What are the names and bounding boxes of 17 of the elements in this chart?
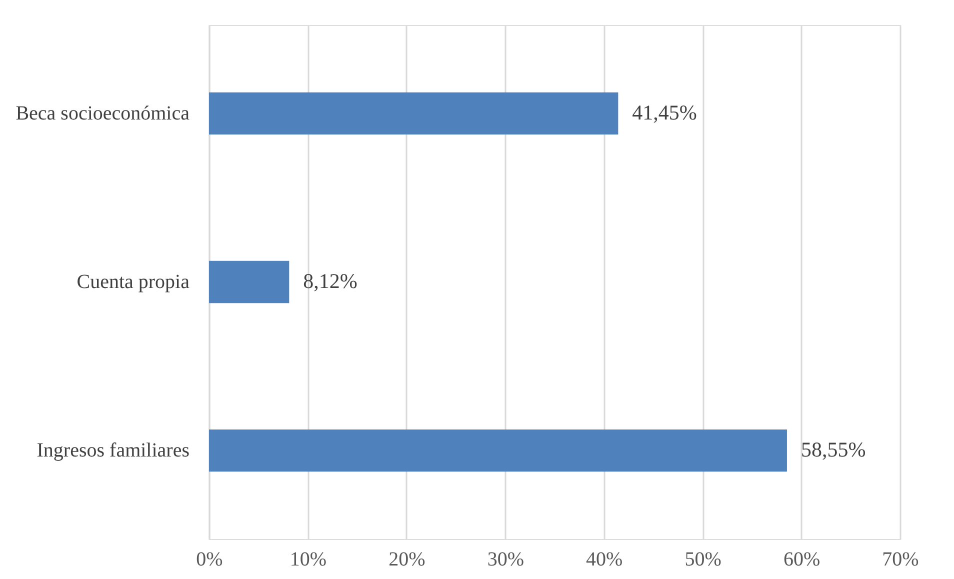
x-tick-label: 50%	[684, 548, 722, 570]
x-tick-label: 60%	[783, 548, 820, 570]
x-tick-label: 0%	[196, 548, 223, 570]
data-label: 8,12%	[303, 269, 358, 293]
x-tick-label: 10%	[290, 548, 327, 570]
data-label: 58,55%	[800, 438, 866, 462]
bar	[209, 429, 787, 472]
data-label: 41,45%	[632, 100, 697, 124]
y-tick-label: Beca socioeconómica	[16, 102, 190, 124]
y-tick-label: Cuenta propia	[76, 271, 190, 293]
bar	[209, 260, 290, 304]
y-tick-label: Ingresos familiares	[36, 440, 190, 462]
bar	[209, 92, 618, 135]
x-tick-label: 30%	[487, 548, 524, 570]
x-tick-label: 70%	[882, 548, 919, 570]
x-tick-label: 20%	[388, 548, 426, 570]
x-tick-label: 40%	[586, 548, 623, 570]
